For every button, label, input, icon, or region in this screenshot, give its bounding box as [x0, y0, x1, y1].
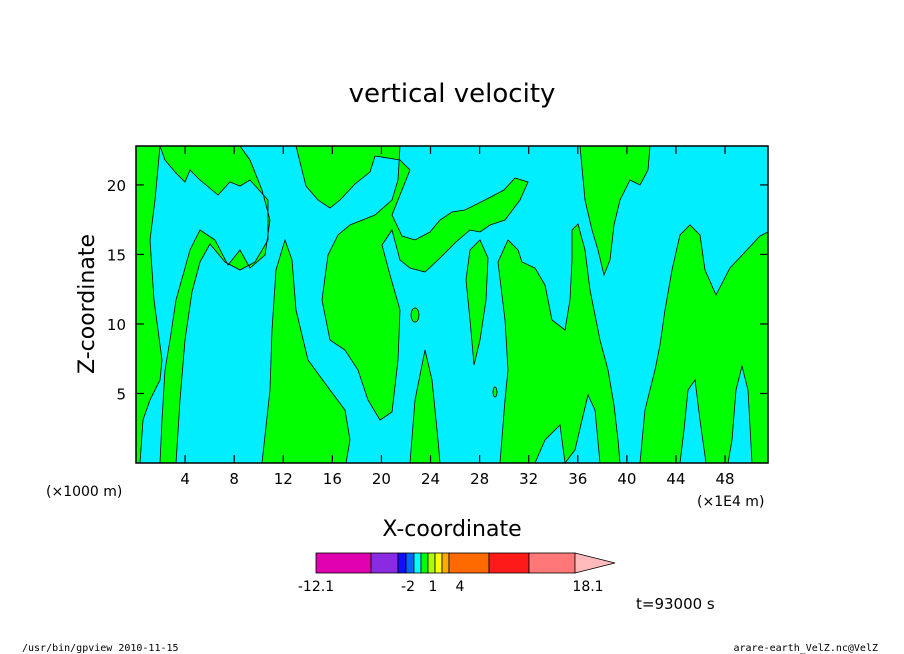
colorbar-segment — [397, 552, 407, 574]
colorbar-label: 4 — [456, 579, 465, 595]
x-tick-label: 12 — [274, 470, 293, 488]
x-axis: 4 8 12 16 20 24 28 32 36 40 44 48 — [180, 146, 735, 488]
y-axis-label: Z-coordinate — [75, 234, 100, 374]
time-label: t=93000 s — [636, 595, 715, 613]
colorbar-label: 1 — [429, 579, 438, 595]
colorbar-segment — [488, 552, 530, 574]
x-tick-label: 32 — [519, 470, 538, 488]
y-tick-label: 20 — [107, 177, 126, 195]
colorbar-segment — [427, 552, 436, 574]
colorbar-segment — [441, 552, 450, 574]
x-tick-label: 4 — [180, 470, 190, 488]
y-tick-label: 5 — [116, 385, 126, 403]
colorbar-segment — [405, 552, 415, 574]
x-tick-label: 20 — [372, 470, 391, 488]
colorbar-segment — [528, 552, 576, 574]
colorbar-segment — [448, 552, 490, 574]
x-tick-label: 16 — [323, 470, 342, 488]
colorbar-segment — [420, 552, 429, 574]
x-tick-label: 36 — [568, 470, 587, 488]
x-unit-right: (×1E4 m) — [697, 494, 764, 510]
colorbar-arrow — [574, 552, 616, 574]
x-axis-label: X-coordinate — [382, 517, 521, 542]
x-tick-label: 24 — [421, 470, 440, 488]
x-unit-left: (×1000 m) — [46, 484, 122, 500]
x-tick-label: 28 — [470, 470, 489, 488]
colorbar-label: -2 — [401, 579, 415, 595]
colorbar-label: -12.1 — [298, 579, 334, 595]
plot-frame — [135, 145, 769, 464]
colorbar-segment — [413, 552, 422, 574]
x-tick-label: 8 — [229, 470, 239, 488]
positive-field — [135, 145, 769, 465]
footer-right: arare-earth_VelZ.nc@VelZ — [734, 643, 879, 654]
colorbar-segment — [434, 552, 443, 574]
x-tick-label: 44 — [666, 470, 685, 488]
colorbar — [315, 552, 616, 574]
chart-title: vertical velocity — [349, 79, 556, 109]
y-tick-label: 10 — [107, 316, 126, 334]
colorbar-segment — [315, 552, 372, 574]
plot-area — [135, 145, 769, 465]
colorbar-segment — [370, 552, 399, 574]
x-tick-label: 48 — [716, 470, 735, 488]
y-axis: 5 10 15 20 — [107, 177, 768, 403]
colorbar-labels: -12.1 -2 1 4 18.1 — [298, 579, 604, 595]
colorbar-label: 18.1 — [572, 579, 603, 595]
footer-left: /usr/bin/gpview 2010-11-15 — [22, 643, 179, 654]
x-tick-label: 40 — [617, 470, 636, 488]
y-tick-label: 15 — [107, 246, 126, 264]
